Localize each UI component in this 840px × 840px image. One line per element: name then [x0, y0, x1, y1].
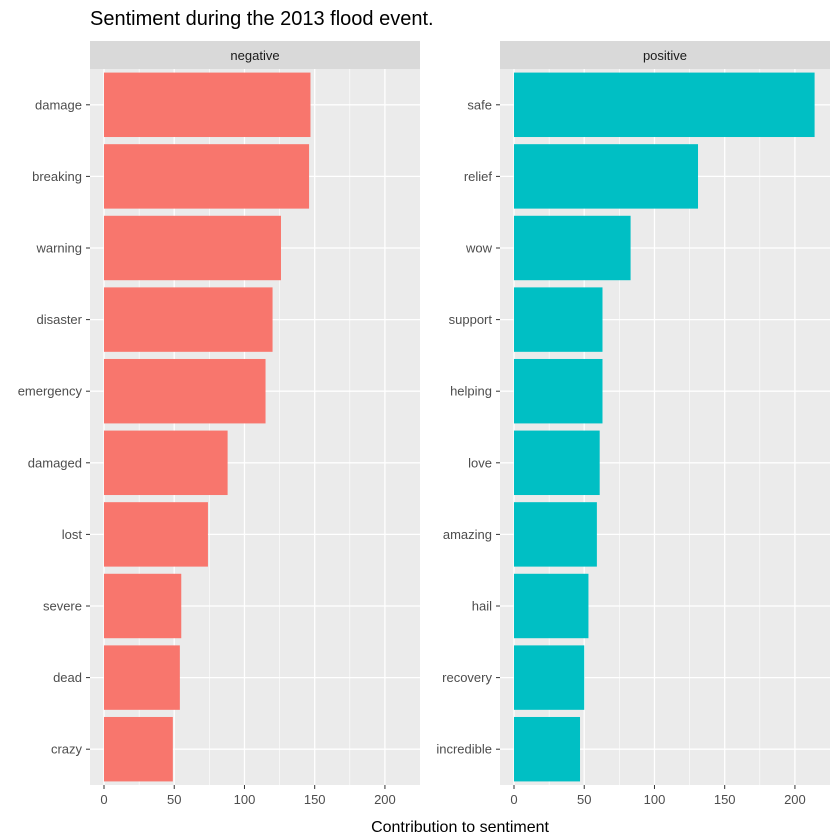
facet-strip-negative — [90, 41, 420, 69]
chart-title: Sentiment during the 2013 flood event. — [90, 8, 434, 30]
panel-negative: negative damage breaking warning disaster eme… — [18, 41, 420, 807]
bar-amazing — [514, 502, 597, 567]
bar-love — [514, 430, 600, 496]
y-tick-label-support: support — [449, 312, 493, 327]
panel-positive: positive safe relief wow support helping love a… — [436, 41, 830, 807]
y-tick-label-crazy: crazy — [51, 742, 83, 757]
x-tick-label: 200 — [374, 792, 396, 807]
x-tick-label: 50 — [577, 792, 591, 807]
y-tick-label-lost: lost — [62, 527, 83, 542]
bar-breaking — [104, 144, 310, 209]
y-tick-label-damage: damage — [35, 97, 82, 112]
bar-helping — [514, 358, 603, 424]
bar-crazy — [104, 716, 173, 782]
bar-warning — [104, 215, 281, 281]
y-tick-label-love: love — [468, 455, 492, 470]
x-tick-label: 150 — [714, 792, 736, 807]
bar-damage — [104, 72, 311, 138]
bar-incredible — [514, 716, 581, 782]
y-tick-label-relief: relief — [464, 169, 493, 184]
bar-support — [514, 287, 603, 352]
bar-wow — [514, 215, 631, 281]
panels-layer: negative damage breaking warning disaster eme… — [18, 41, 830, 807]
y-tick-label-hail: hail — [472, 599, 492, 614]
facet-strip-label-negative: negative — [230, 48, 279, 63]
y-tick-label-recovery: recovery — [442, 670, 492, 685]
x-tick-label: 100 — [234, 792, 256, 807]
y-tick-label-helping: helping — [450, 384, 492, 399]
facet-strip-label-positive: positive — [643, 48, 687, 63]
bar-hail — [514, 573, 589, 639]
x-tick-label: 200 — [784, 792, 806, 807]
x-tick-label: 150 — [304, 792, 326, 807]
x-tick-label: 100 — [644, 792, 666, 807]
facet-strip-positive — [500, 41, 830, 69]
x-tick-label: 0 — [510, 792, 517, 807]
bar-damaged — [104, 430, 228, 496]
y-tick-label-wow: wow — [465, 241, 493, 256]
bar-dead — [104, 645, 180, 710]
x-tick-label: 0 — [100, 792, 107, 807]
y-tick-label-safe: safe — [467, 97, 492, 112]
bar-safe — [514, 72, 815, 138]
y-tick-label-emergency: emergency — [18, 384, 83, 399]
bar-lost — [104, 502, 208, 567]
x-tick-label: 50 — [167, 792, 181, 807]
bar-recovery — [514, 645, 585, 710]
bar-emergency — [104, 358, 266, 424]
bar-disaster — [104, 287, 273, 352]
y-tick-label-severe: severe — [43, 599, 82, 614]
y-tick-label-amazing: amazing — [443, 527, 492, 542]
bar-relief — [514, 144, 699, 209]
x-axis-title: Contribution to sentiment — [371, 819, 549, 836]
y-tick-label-incredible: incredible — [436, 742, 492, 757]
y-tick-label-dead: dead — [53, 670, 82, 685]
y-tick-label-breaking: breaking — [32, 169, 82, 184]
y-tick-label-warning: warning — [35, 241, 82, 256]
y-tick-label-disaster: disaster — [36, 312, 82, 327]
bar-severe — [104, 573, 182, 639]
y-tick-label-damaged: damaged — [28, 455, 82, 470]
